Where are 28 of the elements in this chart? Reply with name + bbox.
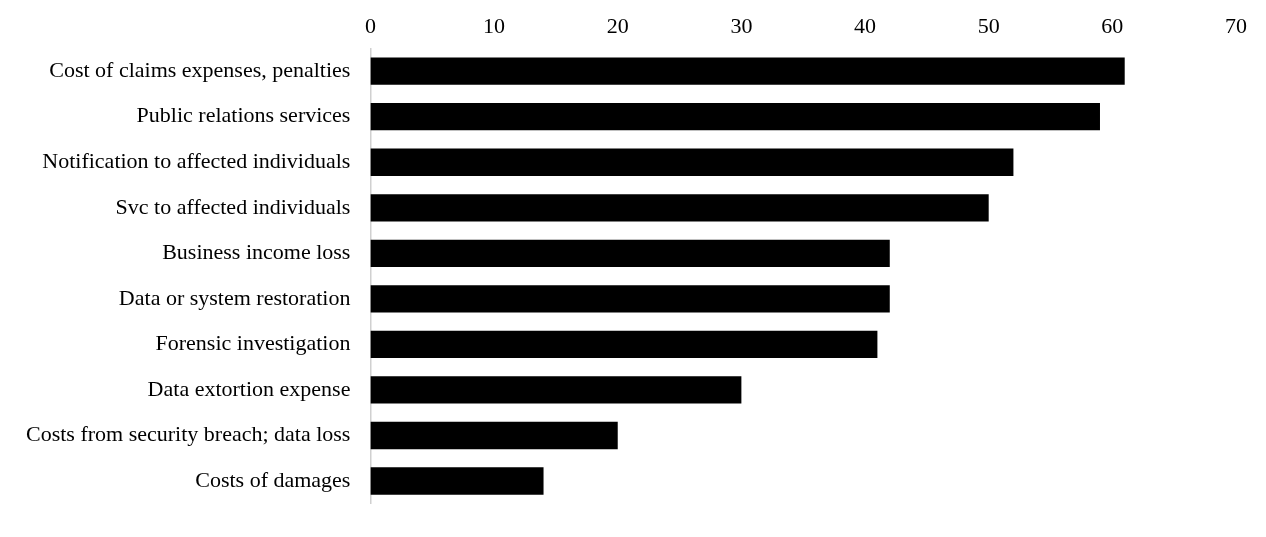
- y-tick-label: Cost of claims expenses, penalties: [49, 56, 351, 82]
- x-tick-label: 60: [1101, 12, 1124, 38]
- bar: [370, 330, 878, 359]
- y-tick-label: Notification to affected individuals: [42, 148, 351, 174]
- x-tick-label: 20: [606, 12, 629, 38]
- y-tick-label: Costs from security breach; data loss: [25, 421, 351, 447]
- bar: [370, 467, 544, 495]
- bar: [370, 57, 1125, 85]
- y-tick-label: Costs of damages: [195, 466, 351, 492]
- bar: [370, 376, 742, 404]
- y-tick-label: Public relations services: [136, 102, 351, 128]
- x-tick-label: 30: [730, 12, 753, 38]
- y-tick-label: Svc to affected individuals: [115, 193, 351, 219]
- bar: [370, 285, 890, 313]
- bar: [370, 421, 618, 450]
- bar: [370, 194, 989, 222]
- y-tick-label: Business income loss: [162, 239, 351, 265]
- bar: [370, 103, 1100, 131]
- bar: [370, 239, 890, 267]
- bar: [370, 148, 1014, 176]
- y-tick-label: Data extortion expense: [147, 375, 351, 401]
- y-tick-label: Data or system restoration: [118, 284, 351, 310]
- x-tick-label: 10: [483, 12, 506, 38]
- x-tick-label: 70: [1225, 12, 1247, 38]
- x-tick-label: 0: [364, 12, 376, 38]
- x-tick-label: 40: [854, 12, 877, 38]
- x-tick-label: 50: [977, 12, 1000, 38]
- y-tick-label: Forensic investigation: [155, 330, 351, 356]
